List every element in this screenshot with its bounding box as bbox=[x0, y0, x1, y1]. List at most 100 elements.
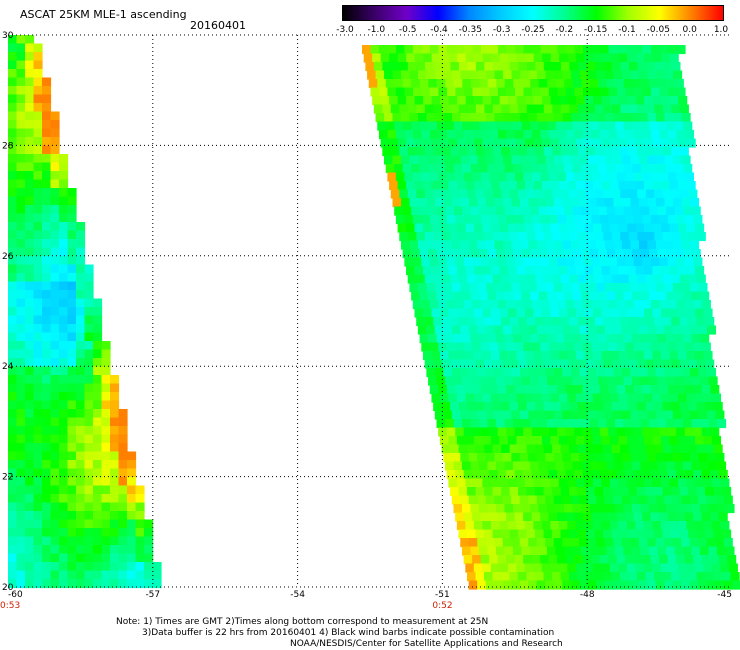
swath-cell bbox=[491, 96, 501, 106]
swath-cell bbox=[118, 494, 128, 504]
swath-cell bbox=[406, 96, 416, 106]
swath-cell bbox=[661, 138, 671, 148]
swath-cell bbox=[545, 198, 555, 208]
swath-cell bbox=[555, 504, 565, 514]
swath-cell bbox=[16, 205, 26, 215]
swath-cell bbox=[426, 325, 436, 335]
swath-cell bbox=[562, 538, 572, 548]
swath-cell bbox=[25, 409, 35, 419]
swath-cell bbox=[462, 121, 472, 131]
swath-cell bbox=[93, 443, 103, 453]
swath-cell bbox=[560, 274, 570, 284]
swath-cell bbox=[489, 172, 499, 182]
swath-cell bbox=[525, 53, 535, 63]
swath-cell bbox=[474, 96, 484, 106]
swath-cell bbox=[516, 181, 526, 191]
swath-cell bbox=[428, 206, 438, 216]
swath-cell bbox=[530, 249, 540, 259]
swath-cell bbox=[519, 325, 529, 335]
swath-cell bbox=[477, 240, 487, 250]
swath-cell bbox=[683, 291, 693, 301]
swath-cell bbox=[689, 240, 700, 250]
swath-cell bbox=[574, 470, 584, 480]
swath-cell bbox=[642, 300, 652, 310]
swath-cell bbox=[650, 512, 660, 522]
swath-cell bbox=[557, 45, 567, 55]
swath-cell bbox=[467, 104, 477, 114]
swath-cell bbox=[499, 223, 509, 233]
swath-cell bbox=[472, 512, 482, 522]
swath-cell bbox=[33, 400, 43, 410]
swath-cell bbox=[477, 368, 487, 378]
swath-cell bbox=[609, 478, 619, 488]
swath-cell bbox=[492, 189, 502, 199]
swath-cell bbox=[730, 572, 740, 582]
swath-cell bbox=[643, 436, 654, 446]
swath-cell bbox=[710, 555, 720, 565]
swath-cell bbox=[496, 334, 506, 344]
swath-cell bbox=[625, 555, 635, 565]
swath-cell bbox=[470, 504, 480, 514]
swath-cell bbox=[569, 232, 579, 242]
swath-cell bbox=[428, 121, 438, 131]
swath-cell bbox=[509, 402, 519, 412]
swath-cell bbox=[118, 511, 128, 521]
swath-cell bbox=[594, 317, 604, 327]
swath-cell bbox=[694, 521, 704, 531]
swath-cell bbox=[560, 529, 570, 539]
swath-cell bbox=[604, 325, 614, 335]
swath-cell bbox=[654, 402, 664, 412]
swath-cell bbox=[647, 368, 657, 378]
swath-cell bbox=[715, 453, 725, 463]
swath-cell bbox=[506, 342, 516, 352]
swath-cell bbox=[33, 281, 43, 291]
swath-cell bbox=[504, 79, 514, 89]
swath-cell bbox=[669, 53, 679, 63]
swath-cell bbox=[635, 53, 645, 63]
swath-cell bbox=[664, 198, 674, 208]
swath-cell bbox=[472, 342, 482, 352]
swath-cell bbox=[710, 512, 720, 522]
swath-cell bbox=[451, 198, 462, 208]
swath-cell bbox=[118, 519, 128, 529]
swath-cell bbox=[558, 563, 568, 573]
swath-cell bbox=[662, 359, 672, 369]
swath-cell bbox=[496, 206, 506, 216]
swath-cell bbox=[528, 113, 538, 123]
swath-cell bbox=[603, 104, 613, 114]
swath-cell bbox=[548, 427, 558, 437]
swath-cell bbox=[671, 487, 681, 497]
swath-cell bbox=[552, 274, 562, 284]
swath-cell bbox=[661, 53, 671, 63]
swath-cell bbox=[628, 232, 638, 242]
swath-cell bbox=[599, 130, 610, 140]
swath-cell bbox=[468, 198, 479, 208]
swath-cell bbox=[547, 206, 557, 216]
swath-cell bbox=[666, 164, 676, 174]
swath-cell bbox=[628, 62, 638, 72]
swath-cell bbox=[460, 538, 470, 548]
swath-cell bbox=[548, 342, 558, 352]
swath-cell bbox=[50, 290, 60, 300]
swath-cell bbox=[686, 308, 696, 318]
swath-cell bbox=[652, 351, 662, 361]
swath-cell bbox=[512, 546, 523, 556]
swath-cell bbox=[569, 147, 579, 157]
swath-cell bbox=[59, 553, 69, 563]
swath-cell bbox=[59, 426, 69, 436]
swath-cell bbox=[421, 172, 431, 182]
swath-cell bbox=[639, 113, 649, 123]
swath-cell bbox=[605, 70, 615, 80]
swath-cell bbox=[416, 274, 426, 284]
swath-cell bbox=[671, 444, 681, 454]
swath-cell bbox=[655, 495, 665, 505]
swath-cell bbox=[431, 96, 441, 106]
swath-cell bbox=[8, 205, 18, 215]
swath-cell bbox=[660, 436, 671, 446]
swath-cell bbox=[732, 580, 740, 590]
swath-cell bbox=[604, 410, 614, 420]
swath-cell bbox=[93, 477, 103, 487]
swath-cell bbox=[649, 376, 659, 386]
swath-cell bbox=[524, 521, 534, 531]
swath-cell bbox=[656, 113, 666, 123]
